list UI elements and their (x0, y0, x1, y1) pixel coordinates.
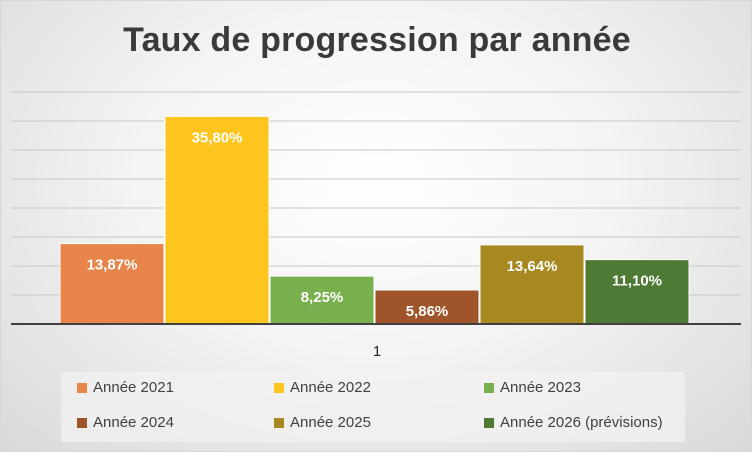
data-label: 13,87% (87, 257, 138, 274)
legend-swatch (77, 417, 87, 428)
legend-label: Année 2026 (prévisions) (500, 414, 663, 431)
bar-6 (584, 259, 690, 325)
legend-label: Année 2023 (500, 379, 581, 396)
category-label: 1 (373, 343, 381, 360)
bar-2 (164, 115, 270, 325)
legend-item: Année 2022 (274, 379, 371, 396)
legend-swatch (484, 417, 494, 428)
legend-swatch (77, 382, 87, 393)
legend-swatch (274, 417, 284, 428)
legend-label: Année 2021 (93, 379, 174, 396)
chart-title: Taux de progression par année (123, 21, 631, 59)
legend-label: Année 2025 (290, 414, 371, 431)
legend-swatch (274, 382, 284, 393)
legend-item: Année 2021 (77, 379, 174, 396)
legend: Année 2021 Année 2022 Année 2023 Année 2024… (61, 372, 685, 442)
data-label: 13,64% (507, 258, 558, 275)
bar-5 (479, 244, 585, 325)
bar-1 (59, 243, 165, 325)
legend-item: Année 2026 (prévisions) (484, 414, 663, 431)
data-label: 35,80% (192, 129, 243, 146)
bar-4 (374, 289, 480, 325)
legend-item: Année 2025 (274, 414, 371, 431)
legend-label: Année 2022 (290, 379, 371, 396)
legend-swatch (484, 382, 494, 393)
legend-item: Année 2024 (77, 414, 174, 431)
data-label: 5,86% (406, 303, 449, 320)
bar-3 (269, 275, 375, 325)
data-label: 8,25% (301, 289, 344, 306)
legend-item: Année 2023 (484, 379, 581, 396)
legend-label: Année 2024 (93, 414, 174, 431)
data-label: 11,10% (612, 273, 662, 290)
